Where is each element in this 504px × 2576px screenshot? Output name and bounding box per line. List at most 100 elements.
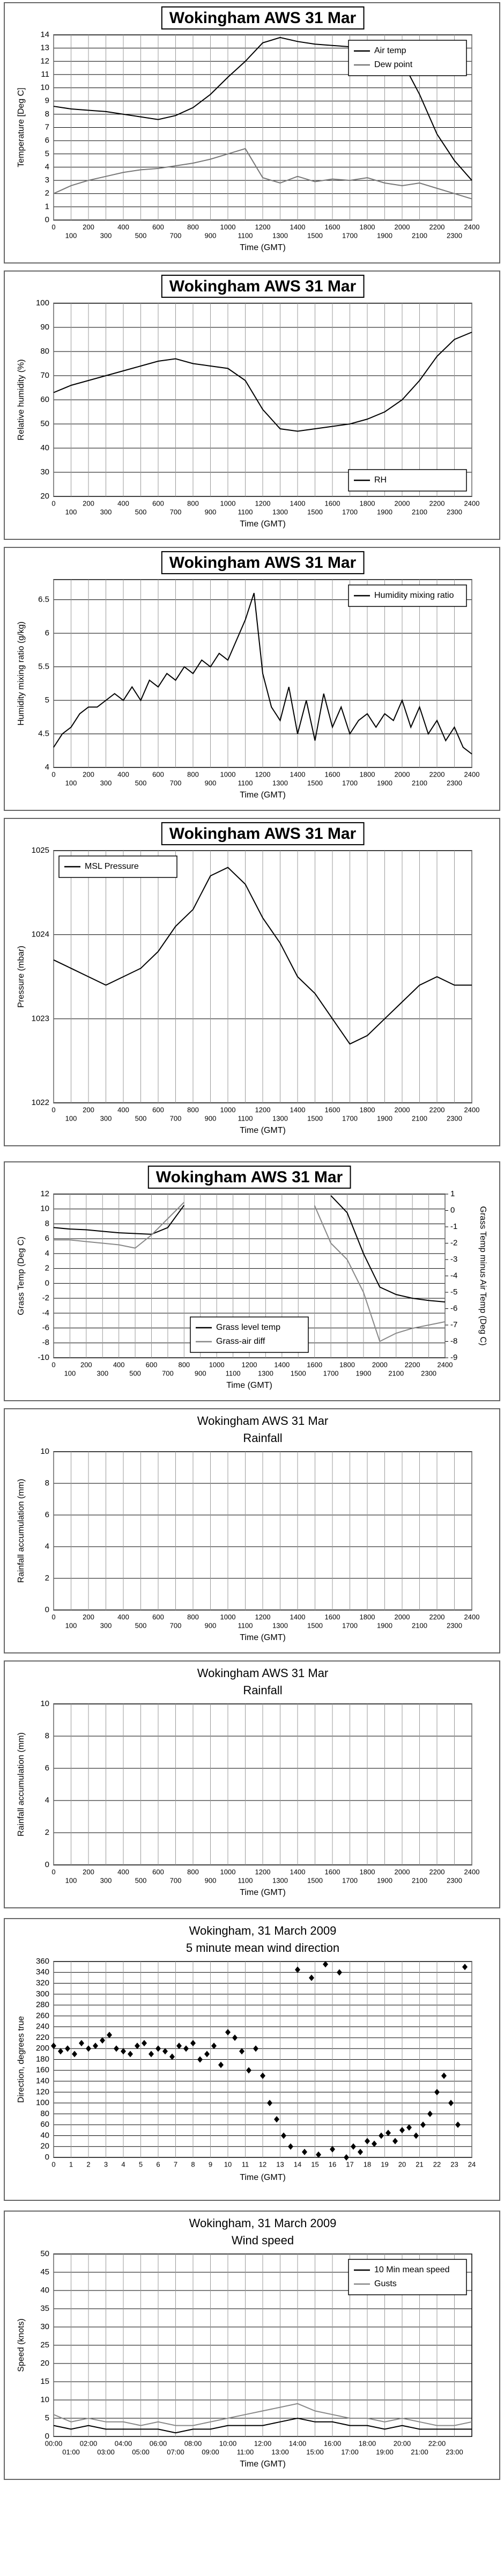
y-tick-label: 340	[36, 1967, 49, 1977]
y-tick-label: 4	[45, 1249, 49, 1258]
y-tick-label: -4	[42, 1308, 49, 1318]
x-tick-label: 19:00	[376, 2448, 394, 2456]
scatter-point	[204, 2051, 210, 2058]
x-tick-label: 900	[205, 1876, 217, 1884]
scatter-point	[100, 2037, 105, 2044]
scatter-point	[162, 2048, 168, 2055]
x-tick-label: 400	[117, 770, 129, 778]
x-tick-label: 1200	[255, 1613, 271, 1621]
x-tick-label: 600	[152, 1106, 164, 1114]
x-tick-label: 0	[51, 1868, 55, 1876]
y-tick-label: 120	[36, 2087, 49, 2096]
x-tick-label: 17	[346, 2160, 353, 2168]
x-tick-label: 21:00	[411, 2448, 428, 2456]
x-tick-label: 1600	[325, 1868, 340, 1876]
y-axis-label: Relative humidity (%)	[17, 359, 26, 440]
y-tick-label: 7	[45, 122, 49, 131]
x-tick-label: 2400	[464, 770, 480, 778]
series-line	[53, 2417, 472, 2434]
series-line	[53, 1195, 446, 1303]
scatter-point	[176, 2043, 182, 2050]
legend-label: 10 Min mean speed	[374, 2265, 450, 2274]
x-tick-label: 1000	[220, 1613, 236, 1621]
x-tick-label: 1900	[377, 1876, 392, 1884]
scatter-point	[121, 2048, 126, 2055]
y-tick-label: 80	[40, 347, 49, 356]
y-tick-label: 20	[40, 492, 49, 501]
x-tick-label: 300	[100, 1876, 112, 1884]
series-line	[53, 592, 472, 755]
x-tick-label: 1600	[325, 499, 340, 507]
x-tick-label: 0	[51, 223, 55, 231]
x-tick-label: 2300	[447, 508, 462, 516]
scatter-point	[413, 2132, 419, 2139]
y-tick-label: 9	[45, 96, 49, 105]
y-tick-label: 6	[45, 628, 49, 638]
x-tick-label: 18:00	[359, 2439, 376, 2447]
y-tick-label: 1022	[32, 1098, 49, 1107]
scatter-point	[142, 2040, 147, 2047]
x-tick-label: 1700	[342, 1876, 358, 1884]
x-tick-label: 200	[83, 1613, 94, 1621]
y2-tick-label: -9	[450, 1353, 457, 1362]
series-line	[54, 1202, 446, 1342]
y2-tick-label: -5	[450, 1287, 457, 1297]
x-axis-label: Time (GMT)	[240, 2173, 286, 2182]
y-tick-label: 15	[40, 2377, 49, 2386]
scatter-point	[455, 2121, 461, 2128]
title-box	[161, 551, 365, 574]
legend-label: Dew point	[374, 60, 413, 69]
x-tick-label: 800	[187, 1868, 199, 1876]
x-tick-label: 200	[83, 1868, 94, 1876]
x-tick-label: 600	[152, 499, 164, 507]
y-tick-label: 10	[40, 2395, 49, 2404]
x-tick-label: 0	[51, 1106, 55, 1114]
x-tick-label: 100	[65, 1876, 77, 1884]
x-tick-label: 200	[83, 1106, 94, 1114]
x-tick-label: 100	[65, 1114, 77, 1122]
x-tick-label: 22	[433, 2160, 441, 2168]
x-tick-label: 1300	[272, 231, 288, 239]
y-tick-label: 70	[40, 371, 49, 380]
y-tick-label: 80	[40, 2109, 49, 2118]
x-tick-label: 1000	[220, 1868, 236, 1876]
y-tick-label: 100	[36, 298, 49, 308]
y-tick-label: 0	[45, 215, 49, 224]
x-tick-label: 1	[69, 2160, 73, 2168]
x-tick-label: 8	[191, 2160, 195, 2168]
y-tick-label: 14	[40, 30, 49, 39]
y-tick-label: 3	[45, 175, 49, 185]
x-tick-label: 900	[205, 508, 217, 516]
y-tick-label: 140	[36, 2076, 49, 2085]
x-tick-label: 1400	[290, 499, 306, 507]
scatter-point	[351, 2143, 356, 2150]
y-tick-label: 180	[36, 2054, 49, 2063]
x-tick-label: 600	[146, 1360, 158, 1368]
y-tick-label: 0	[45, 1860, 49, 1869]
legend-label: Grass level temp	[216, 1323, 280, 1332]
x-tick-label: 1200	[255, 1106, 271, 1114]
legend-box	[190, 1316, 309, 1353]
y2-tick-label: -3	[450, 1255, 457, 1264]
scatter-point	[399, 2127, 405, 2134]
x-tick-label: 12:00	[254, 2439, 272, 2447]
x-tick-label: 100	[65, 779, 77, 787]
chart-subtitle: 5 minute mean wind direction	[186, 1941, 339, 1955]
x-tick-label: 1300	[272, 779, 288, 787]
x-tick-label: 2100	[412, 1621, 427, 1629]
x-tick-label: 1100	[238, 508, 253, 516]
x-tick-label: 1900	[377, 508, 392, 516]
scatter-point	[225, 2029, 231, 2036]
y-axis-label: Rainfall accumulation (mm)	[17, 1732, 26, 1836]
x-tick-label: 2000	[372, 1360, 388, 1368]
scatter-point	[386, 2129, 391, 2136]
y2-tick-label: -7	[450, 1320, 457, 1329]
y2-tick-label: -2	[450, 1238, 457, 1247]
x-tick-label: 2200	[429, 499, 445, 507]
x-tick-label: 0	[51, 499, 55, 507]
x-tick-label: 1300	[272, 1621, 288, 1629]
chart-title: Wokingham, 31 March 2009	[189, 1924, 337, 1937]
y-tick-label: 12	[40, 1189, 49, 1198]
scatter-point	[114, 2045, 119, 2052]
scatter-point	[197, 2056, 203, 2063]
